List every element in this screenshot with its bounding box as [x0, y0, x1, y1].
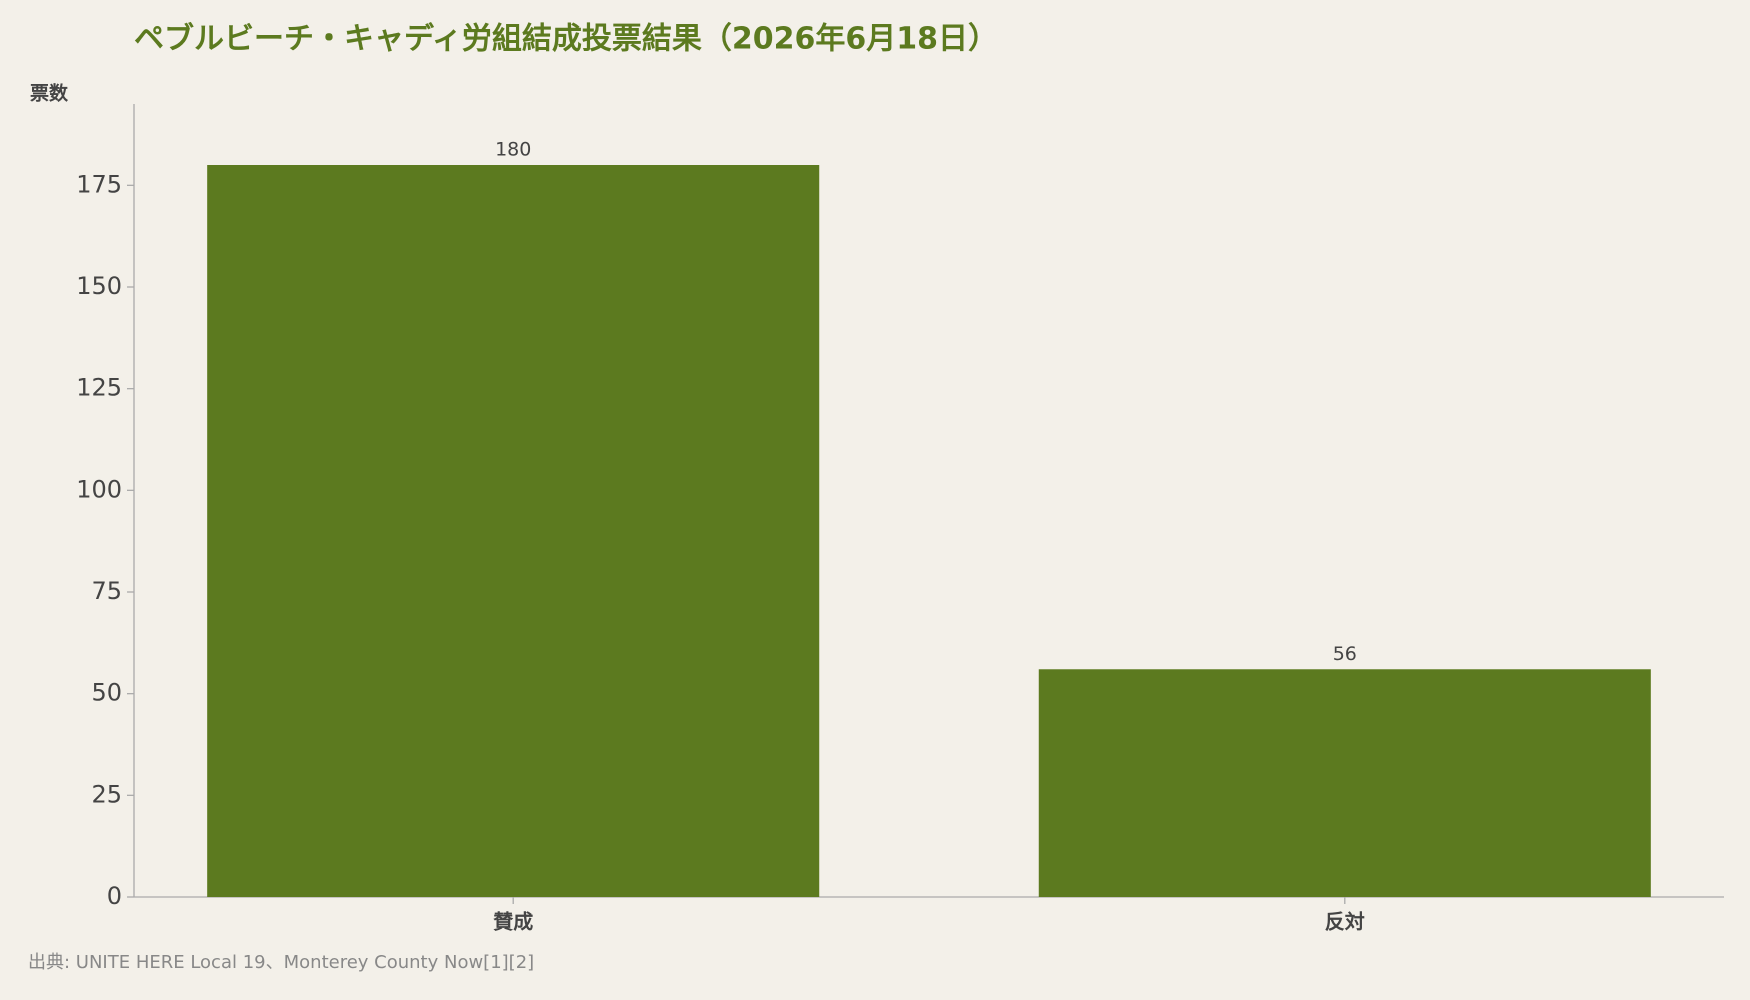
y-tick-label: 50: [91, 679, 122, 707]
y-tick-label: 175: [76, 170, 122, 198]
source-note: 出典: UNITE HERE Local 19、Monterey County …: [28, 952, 534, 973]
bar: [207, 165, 820, 897]
y-tick-label: 75: [91, 577, 122, 605]
bar: [1038, 669, 1651, 897]
y-axis-label: 票数: [30, 82, 69, 105]
x-tick-label: 反対: [1325, 910, 1365, 934]
y-tick-label: 100: [76, 475, 122, 503]
y-tick-label: 150: [76, 272, 122, 300]
y-tick-label: 0: [107, 882, 122, 910]
y-tick-label: 25: [91, 780, 122, 808]
y-tick-label: 125: [76, 374, 122, 402]
chart-title: ペブルビーチ・キャディ労組結成投票結果（2026年6月18日）: [134, 22, 998, 57]
x-tick-label: 賛成: [493, 910, 533, 934]
value-label: 56: [1333, 643, 1357, 665]
value-label: 180: [495, 139, 531, 161]
